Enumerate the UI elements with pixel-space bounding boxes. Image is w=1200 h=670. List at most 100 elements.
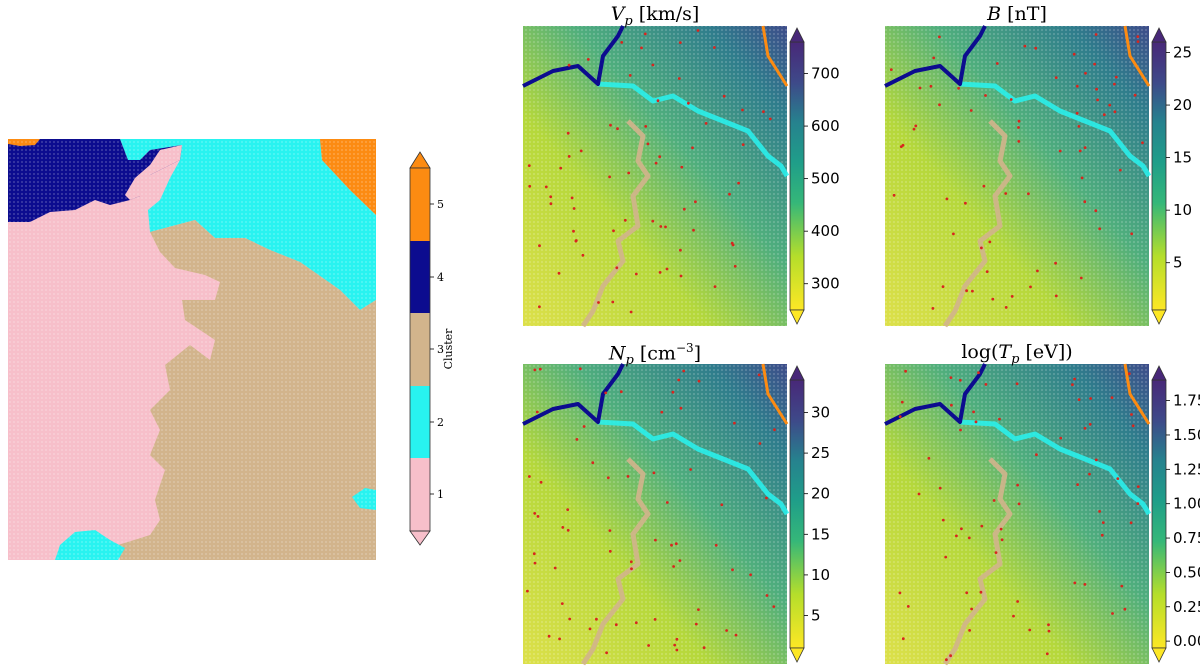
marked-node-dot: [950, 403, 953, 407]
marked-node-dot: [960, 527, 963, 531]
marked-node-dot: [634, 621, 638, 625]
marked-node-dot: [1017, 140, 1021, 143]
marked-node-dot: [612, 229, 615, 233]
marked-node-dot: [597, 301, 600, 304]
colorbar-tick-label-tp: 0.50: [1173, 563, 1200, 581]
marked-node-dot: [675, 648, 679, 652]
marked-node-dot: [1045, 652, 1049, 656]
cluster-boundary-navy: [522, 25, 625, 88]
marked-node-dot: [608, 175, 611, 179]
marked-node-dot: [901, 637, 905, 641]
marked-node-dot: [984, 94, 987, 97]
marked-node-dot: [1100, 533, 1104, 537]
marked-node-dot: [1130, 413, 1133, 416]
marked-node-dot: [664, 225, 667, 229]
marked-node-dot: [1054, 76, 1058, 79]
marked-node-dot: [1120, 584, 1124, 588]
marked-node-dot: [608, 549, 612, 553]
marked-node-dot: [980, 246, 983, 250]
marked-node-dot: [999, 527, 1003, 531]
colorbar-extend-bottom-b: [1151, 309, 1167, 325]
marked-node-dot: [762, 110, 765, 114]
colorbar-tick-label-b: 15: [1173, 149, 1192, 167]
marked-node-dot: [677, 77, 681, 80]
marked-node-dot: [674, 542, 678, 546]
marked-node-dot: [1017, 119, 1021, 123]
marked-node-dot: [1141, 141, 1144, 145]
marked-node-dot: [938, 486, 942, 490]
panel-np: 5 10 15 20 25 30: [522, 363, 830, 666]
marked-node-dot: [1108, 103, 1112, 107]
marked-node-dot: [741, 143, 745, 147]
marked-node-dot: [1034, 46, 1038, 50]
marked-node-dot: [1078, 149, 1082, 153]
marked-node-dot: [1098, 227, 1102, 231]
marked-node-dot: [949, 654, 952, 658]
colorbar-tick-label-tp: 0.25: [1173, 598, 1200, 616]
marked-node-dot: [906, 605, 910, 608]
marked-node-dot: [611, 300, 615, 304]
marked-node-dot: [1095, 87, 1098, 91]
marked-node-dot: [572, 229, 575, 233]
marked-node-dot: [561, 526, 565, 529]
cluster-tick-5: 5: [437, 198, 444, 211]
colorbar-tick-label-np: 10: [811, 566, 830, 584]
colorbar-extend-bottom-tp: [1151, 647, 1167, 663]
marked-node-dot: [964, 201, 967, 205]
cluster-colorbar-label: Cluster: [442, 328, 455, 370]
colorbar-tick-label-vp: 600: [811, 117, 840, 135]
marked-node-dot: [606, 476, 610, 480]
marked-node-dot: [1101, 521, 1105, 524]
marked-node-dot: [671, 390, 675, 394]
title-b: B [nT]: [987, 3, 1047, 25]
marked-node-dot: [557, 271, 561, 275]
marked-node-dot: [547, 634, 551, 638]
marked-node-dot: [772, 605, 776, 608]
marked-node-dot: [765, 594, 769, 597]
marked-node-dot: [568, 617, 572, 621]
marked-node-dot: [958, 378, 962, 382]
marked-node-dot: [971, 289, 974, 293]
cluster-boundary-cyan: [597, 419, 790, 516]
marked-node-dot: [1077, 125, 1081, 128]
panel-hex-texture-tp: [885, 364, 1149, 664]
marked-node-dot: [731, 568, 734, 572]
marked-node-dot: [1016, 600, 1019, 603]
marked-node-dot: [982, 184, 986, 188]
marked-node-dot: [679, 248, 682, 252]
marked-node-dot: [949, 376, 953, 379]
cluster-boundary-navy: [522, 363, 625, 426]
marked-node-dot: [670, 543, 673, 547]
marked-node-dot: [591, 461, 595, 465]
marked-node-dot: [931, 307, 935, 310]
colorbar-extend-bottom-vp: [789, 309, 805, 325]
marked-node-dot: [714, 543, 718, 547]
heatmap-panels: 300400500600700510152025510152025300.000…: [522, 25, 1200, 666]
marked-node-dot: [687, 101, 690, 105]
marked-node-dot: [969, 109, 973, 112]
marked-node-dot: [1009, 98, 1013, 101]
colorbar-tick-label-tp: 1.00: [1173, 495, 1200, 513]
marked-node-dot: [1136, 502, 1140, 505]
colorbar-tick-label-tp: 1.50: [1173, 426, 1200, 444]
marked-node-dot: [944, 555, 948, 559]
marked-node-dot: [1136, 485, 1140, 488]
marked-node-dot: [651, 219, 655, 223]
marked-node-dot: [682, 207, 686, 211]
marked-node-dot: [1017, 502, 1021, 506]
marked-node-dot: [1127, 372, 1131, 376]
marked-node-dot: [889, 68, 893, 71]
marked-node-dot: [640, 46, 643, 50]
marked-node-dot: [609, 123, 612, 127]
marked-node-dot: [892, 193, 896, 197]
marked-node-dot: [677, 378, 681, 382]
marked-node-dot: [1029, 285, 1032, 289]
marked-node-dot: [927, 456, 931, 460]
marked-node-dot: [673, 643, 677, 647]
marked-node-dot: [553, 566, 557, 570]
marked-node-dot: [581, 253, 585, 257]
marked-node-dot: [941, 518, 945, 522]
marked-node-dot: [914, 124, 918, 128]
marked-node-dot: [694, 622, 698, 626]
marked-node-dot: [965, 591, 969, 595]
